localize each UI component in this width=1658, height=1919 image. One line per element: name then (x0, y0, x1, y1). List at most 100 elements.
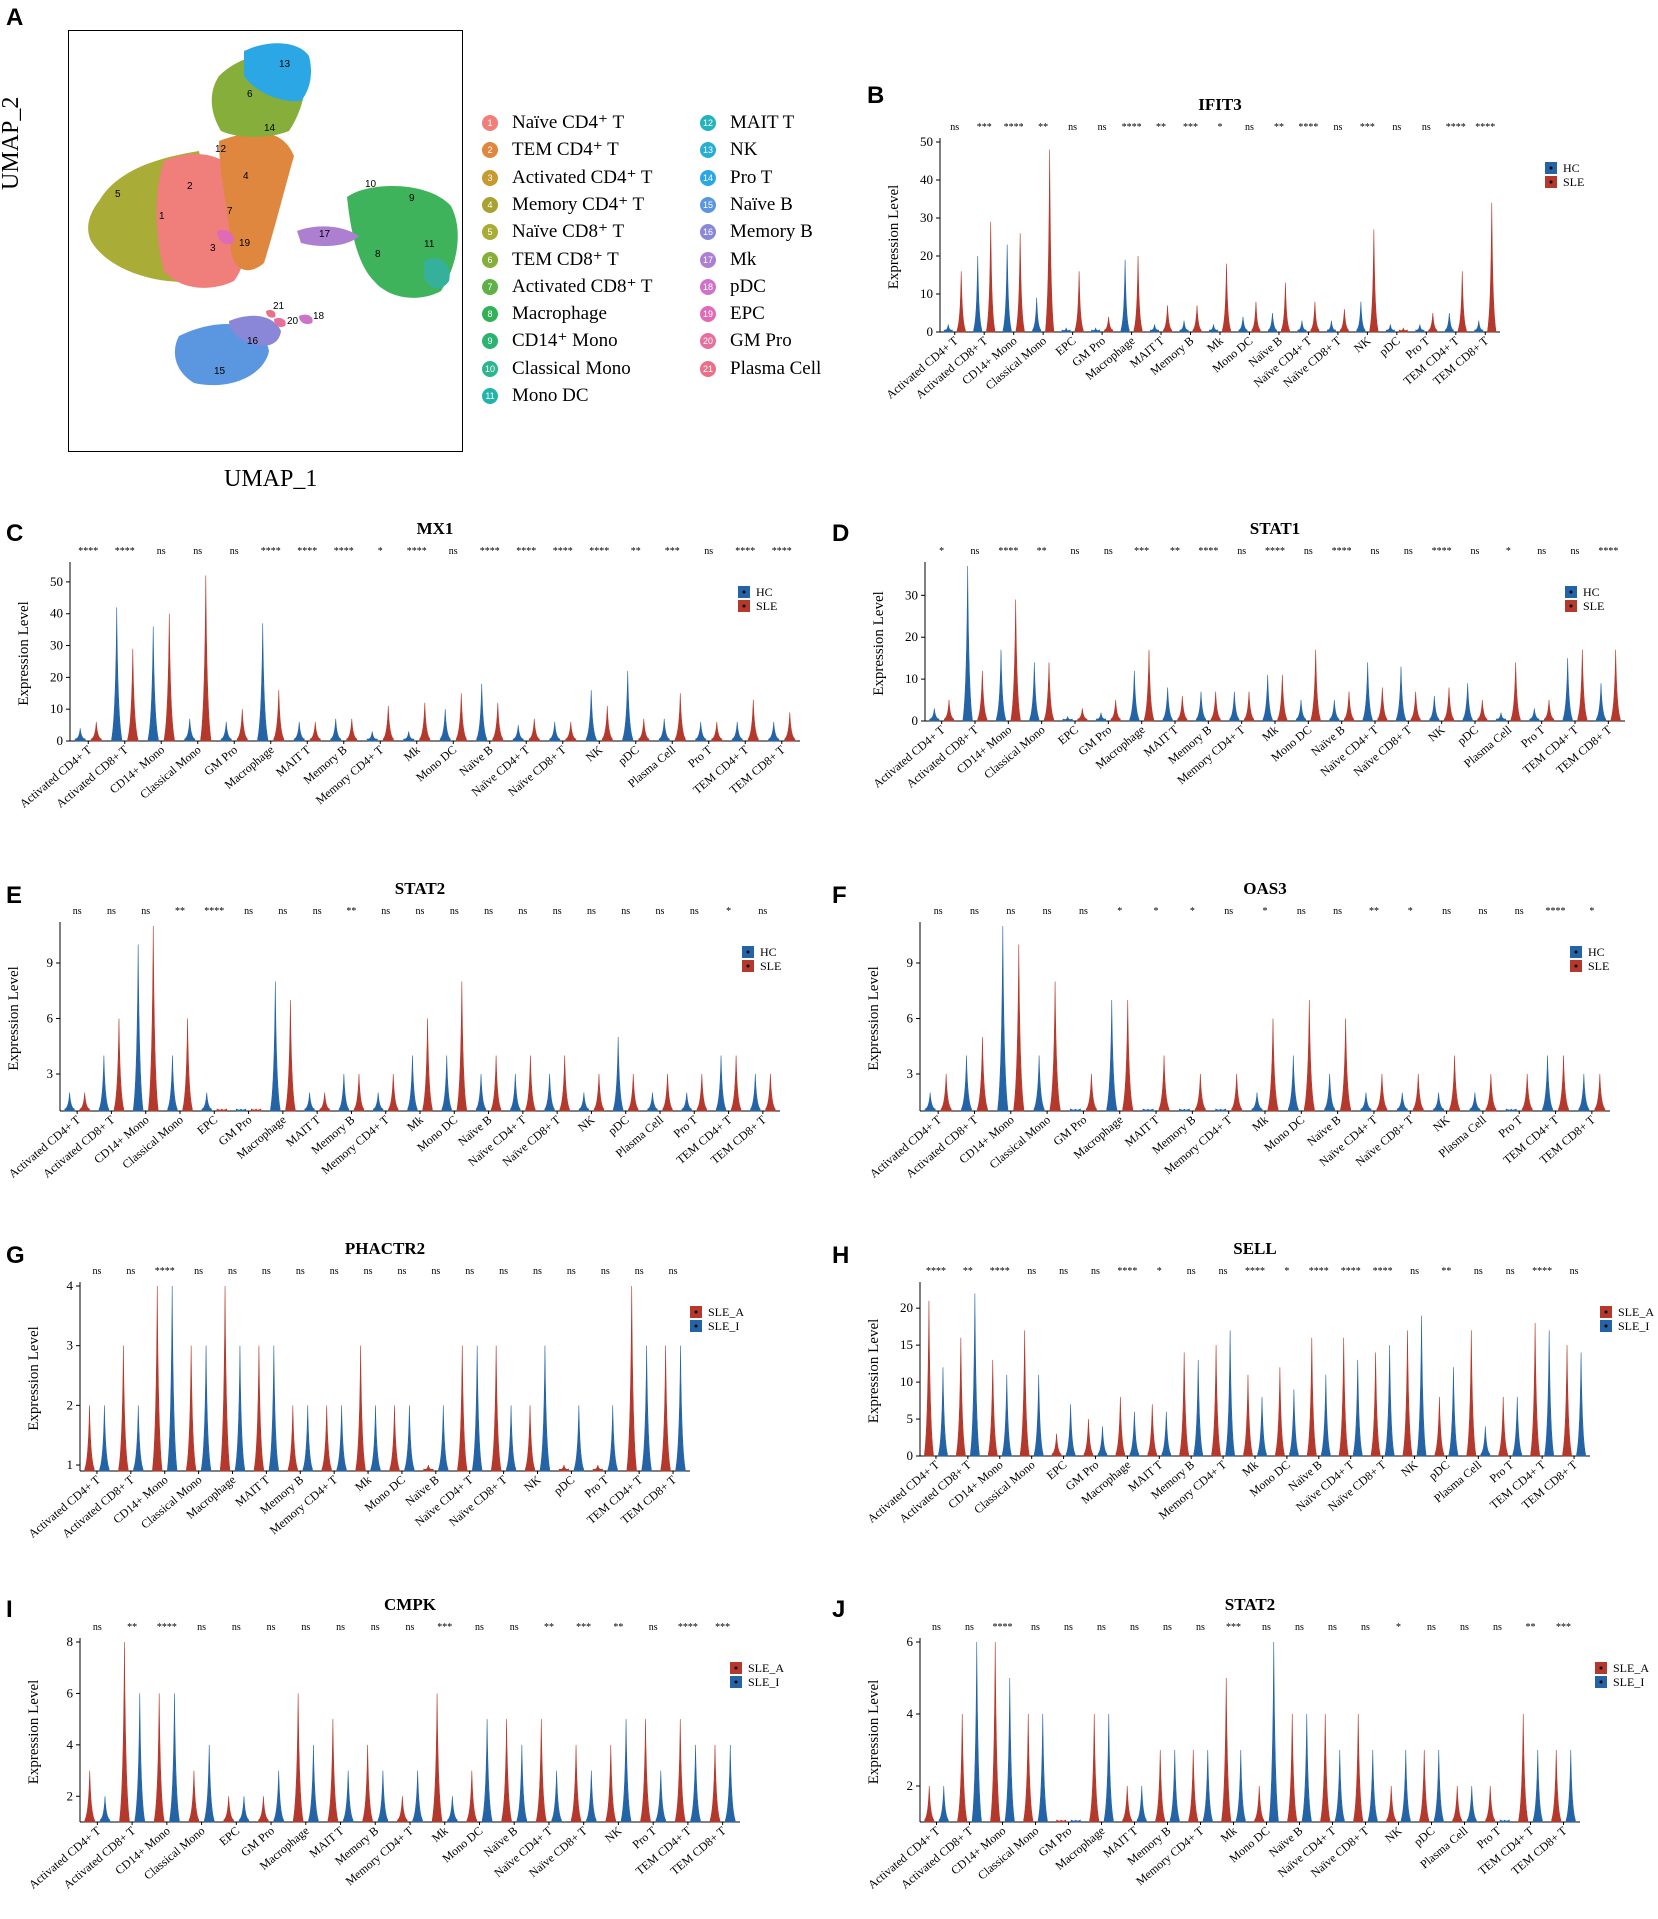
violin-mark (64, 1092, 75, 1112)
violin-mark (1110, 700, 1121, 722)
y-tick-label: 2 (67, 1788, 74, 1803)
panel-letter-g: G (6, 1242, 25, 1269)
violin-mark (516, 1744, 528, 1823)
violin-mark (1385, 324, 1395, 333)
significance-label: **** (772, 546, 792, 557)
significance-label: ns (1361, 1622, 1370, 1633)
violin-mark (944, 700, 954, 722)
violin-mark (725, 1744, 736, 1823)
chart-title: STAT2 (1225, 1595, 1275, 1614)
violin-mark (1477, 700, 1488, 722)
significance-label: ns (601, 1266, 610, 1277)
significance-label: ** (1038, 122, 1048, 133)
violin-mark (1209, 324, 1218, 333)
violin-mark (1281, 282, 1290, 333)
significance-label: **** (1298, 122, 1318, 133)
violin-mark (1015, 233, 1025, 333)
violin-mark (731, 1055, 742, 1112)
panel-letter-e: E (6, 882, 23, 909)
legend-label: SLE (1583, 599, 1604, 613)
umap-cluster-label: 17 (319, 229, 331, 240)
legend-label: Naïve CD4⁺ T (512, 112, 625, 133)
legend-swatch: 18 (700, 278, 716, 295)
violin-mark (1002, 1374, 1012, 1457)
significance-label: ns (1328, 1622, 1337, 1633)
violin-mark (1485, 1073, 1497, 1112)
violin-mark (423, 1464, 434, 1472)
violin-mark (1551, 1749, 1562, 1823)
violin-mark (1487, 202, 1497, 333)
violin-mark (1229, 691, 1240, 722)
violin-mark (1353, 1713, 1364, 1823)
significance-label: ** (631, 546, 641, 557)
legend-dot (1569, 590, 1573, 594)
violin-mark (1510, 662, 1521, 722)
umap-cluster-label: 11 (424, 239, 435, 250)
violin-mark (510, 1073, 521, 1112)
significance-label: * (1157, 1266, 1162, 1277)
legend-label: SLE_I (1613, 1675, 1644, 1689)
legend-swatch: 9 (482, 333, 498, 350)
violin-mark (675, 1345, 686, 1472)
violin-mark (382, 705, 394, 742)
violin-mark (163, 613, 175, 742)
violin-mark (640, 1719, 651, 1823)
y-tick-label: 0 (927, 324, 934, 339)
violin-mark (119, 1641, 130, 1823)
violin-mark (607, 1405, 618, 1472)
significance-label: ns (1098, 122, 1107, 133)
violin-mark (1222, 263, 1231, 333)
violin-mark (1032, 297, 1042, 333)
violin-mark (1577, 649, 1588, 722)
violin-mark (457, 1345, 468, 1472)
violin-mark (1061, 327, 1071, 333)
legend-dot (734, 1666, 738, 1670)
violin-mark (1518, 1713, 1529, 1823)
significance-label: ns (1196, 1622, 1205, 1633)
violin-mark (1120, 259, 1130, 333)
umap-cluster-label: 9 (409, 193, 415, 204)
violin-mark (404, 1405, 415, 1472)
y-tick-label: 4 (907, 1706, 914, 1721)
umap-cluster-label: 15 (214, 366, 226, 377)
legend-swatch: 6 (482, 251, 498, 268)
violin-mark (441, 1055, 452, 1112)
y-axis-label: Expression Level (6, 966, 22, 1071)
violin-mark (1163, 305, 1172, 333)
violin-mark (1498, 1396, 1508, 1457)
significance-label: *** (1360, 122, 1375, 133)
violin-mark (1023, 1713, 1034, 1823)
legend-swatch: 3 (482, 169, 498, 186)
legend-label: Classical Mono (512, 357, 631, 379)
significance-label: ns (656, 906, 665, 917)
significance-label: ns (567, 1266, 576, 1277)
violin-mark (641, 1345, 652, 1472)
x-tick-label: NK (583, 742, 606, 764)
violin-mark (1433, 1749, 1444, 1823)
umap-cluster-label: 12 (215, 144, 227, 155)
violin-mark (1045, 149, 1055, 333)
y-tick-label: 6 (47, 1011, 54, 1026)
violin-mark (1074, 271, 1084, 333)
significance-label: ns (1130, 1622, 1139, 1633)
violin-mark (1338, 1337, 1349, 1457)
legend-dot (1604, 1310, 1608, 1314)
significance-label: ns (465, 1266, 474, 1277)
violin-mark (1532, 1749, 1543, 1823)
significance-label: ns (193, 546, 202, 557)
umap-xlabel: UMAP_1 (224, 466, 318, 492)
violin-mark (1444, 312, 1454, 333)
significance-label: ns (73, 906, 82, 917)
violin-mark (970, 1293, 980, 1457)
y-tick-label: 6 (907, 1011, 914, 1026)
violin-mark (528, 718, 540, 742)
umap-cluster-21 (266, 309, 276, 318)
legend-label: SLE (760, 959, 781, 973)
violin-mark (956, 271, 966, 333)
violin-mark (1367, 1749, 1378, 1823)
violin-mark (655, 1770, 666, 1823)
significance-label: ns (1043, 906, 1052, 917)
violin-mark (1334, 1749, 1345, 1823)
violin-mark (586, 1770, 597, 1823)
